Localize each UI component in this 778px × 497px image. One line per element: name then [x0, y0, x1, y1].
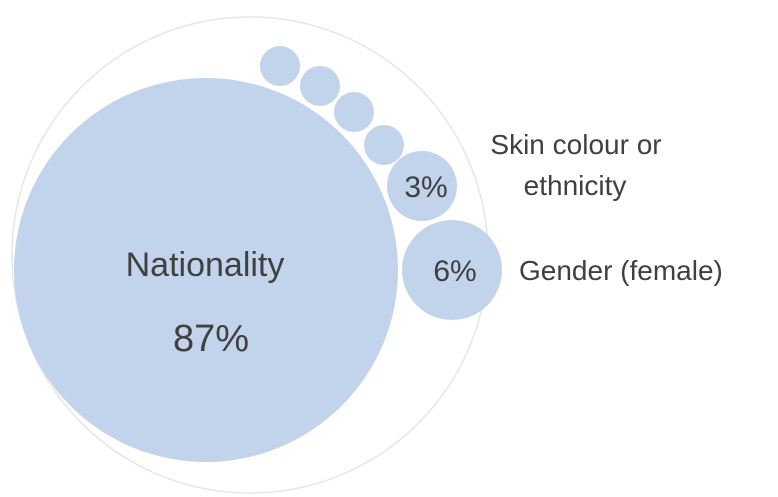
nationality-value-label: 87% [173, 318, 249, 360]
bubble-skin-colour [387, 151, 457, 221]
skin-colour-label-line-1: Skin colour or [490, 129, 661, 160]
bubble-gender [402, 220, 502, 320]
small-bubbles [260, 46, 404, 165]
small-bubble [260, 46, 300, 86]
skin-colour-label-line-2: ethnicity [524, 170, 627, 201]
bubble-nationality [14, 78, 398, 462]
gender-label: Gender (female) [519, 255, 723, 286]
gender-value-label: 6% [433, 255, 476, 288]
small-bubble [300, 66, 340, 106]
small-bubble [364, 125, 404, 165]
small-bubble [334, 92, 374, 132]
nationality-label: Nationality [126, 246, 285, 284]
skin-colour-value-label: 3% [404, 171, 447, 204]
